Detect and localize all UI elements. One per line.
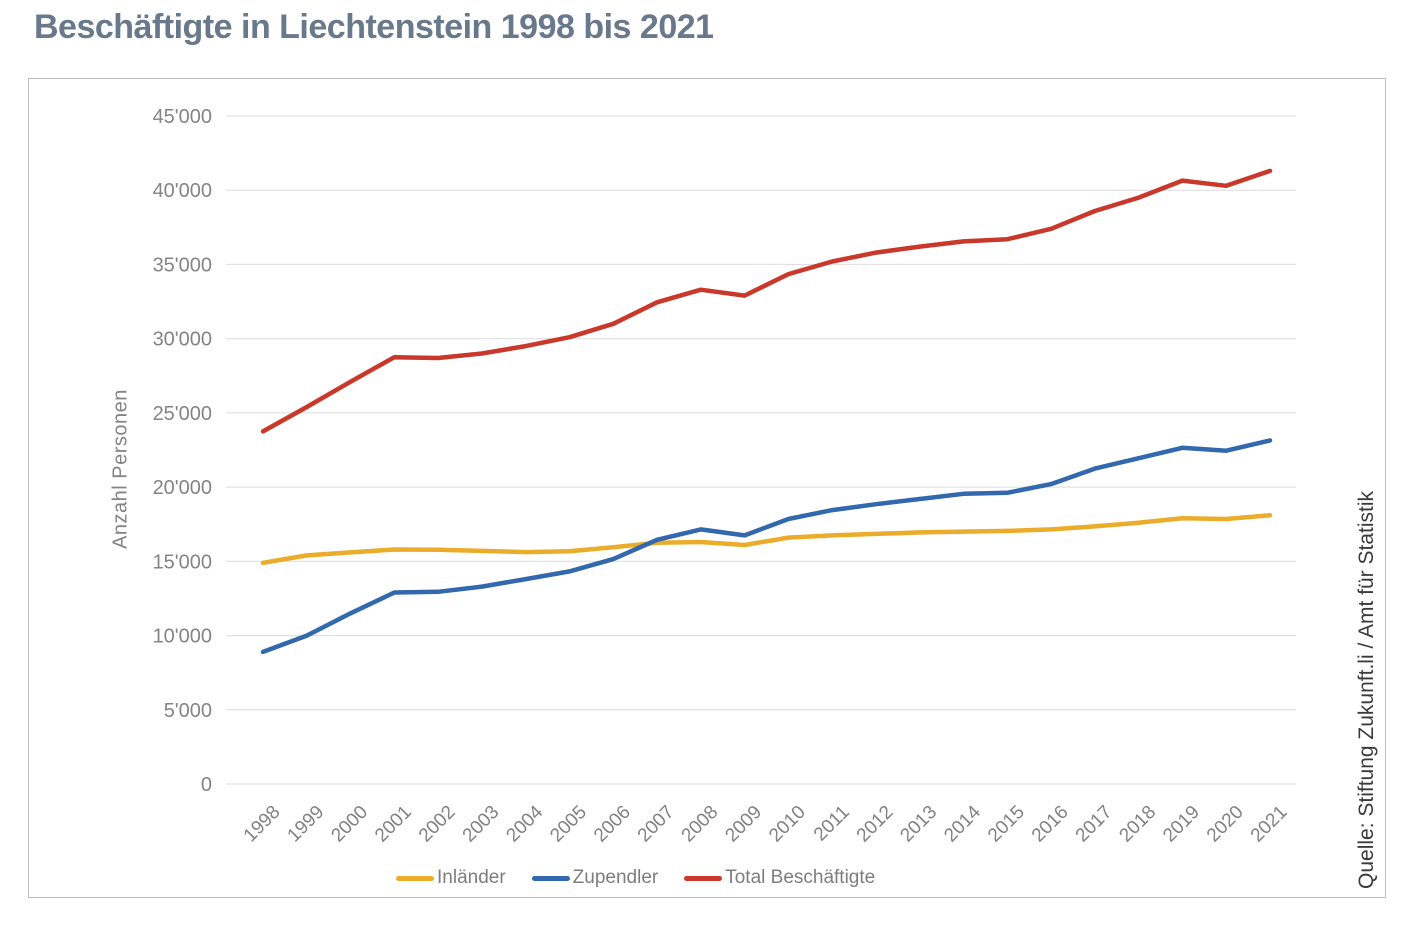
x-tick-label: 2003 [459, 802, 504, 847]
x-tick-label: 2004 [502, 801, 547, 846]
line-chart: 0 5'000 10'000 15'000 20'000 25'000 30'000 35'0… [153, 106, 1296, 846]
legend-swatch-inlaender [396, 875, 434, 881]
y-tick-label: 0 [201, 774, 212, 796]
legend-label-total: Total Beschäftigte [725, 867, 876, 888]
x-tick-label: 2013 [896, 802, 941, 847]
x-tick-label: 2012 [853, 802, 898, 847]
page-title: Beschäftigte in Liechtenstein 1998 bis 2… [34, 8, 714, 46]
y-axis-title: Anzahl Personen [109, 389, 132, 549]
x-tick-label: 2002 [415, 802, 460, 847]
x-tick-label: 2006 [590, 802, 635, 847]
y-tick-label: 40'000 [153, 180, 212, 202]
x-tick-label: 2019 [1159, 802, 1204, 847]
y-tick-label: 25'000 [153, 403, 212, 425]
source-note-text: Quelle: Stiftung Zukunft.li / Amt für St… [1355, 491, 1378, 889]
y-tick-labels: 0 5'000 10'000 15'000 20'000 25'000 30'000 35'0… [153, 106, 212, 796]
y-tick-label: 5'000 [164, 700, 212, 722]
x-tick-label: 2009 [721, 802, 766, 847]
x-tick-label: 2001 [371, 802, 416, 847]
y-tick-label: 10'000 [153, 626, 212, 648]
series-line-zupendler [260, 438, 1273, 655]
legend-item-total: Total Beschäftigte [684, 867, 875, 889]
x-tick-label: 2007 [634, 802, 679, 847]
x-tick-label: 1998 [240, 802, 285, 847]
y-tick-label: 15'000 [153, 551, 212, 573]
x-tick-label: 2005 [546, 802, 591, 847]
x-tick-label: 2000 [327, 802, 372, 847]
source-note: Quelle: Stiftung Zukunft.li / Amt für St… [1355, 491, 1379, 889]
x-tick-label: 1999 [284, 802, 329, 847]
series-line-total-besch-ftigte [260, 168, 1273, 434]
y-tick-label: 35'000 [153, 254, 212, 276]
legend-swatch-zupendler [531, 875, 570, 881]
y-tick-label: 20'000 [153, 477, 212, 499]
x-tick-label: 2015 [984, 802, 1029, 847]
x-tick-label: 2010 [765, 802, 810, 847]
x-tick-label: 2021 [1247, 802, 1292, 847]
x-tick-label: 2017 [1072, 802, 1117, 847]
legend-label-inlaender: Inländer [437, 867, 506, 888]
x-tick-label: 2020 [1203, 802, 1248, 847]
legend-label-zupendler: Zupendler [572, 867, 659, 888]
y-gridlines [226, 115, 1296, 785]
y-tick-label: 45'000 [153, 106, 212, 128]
chart-panel: 0 5'000 10'000 15'000 20'000 25'000 30'000 35'0… [28, 78, 1386, 898]
x-tick-label: 2016 [1028, 802, 1073, 847]
series-line-inl-nder [260, 513, 1273, 566]
legend-item-inlaender: Inländer [396, 867, 506, 889]
x-tick-label: 2014 [940, 801, 985, 846]
chart-legend: Inländer Zupendler Total Beschäftigte [396, 867, 875, 889]
y-tick-label: 30'000 [153, 329, 212, 351]
legend-swatch-total [684, 875, 723, 881]
x-tick-label: 2008 [678, 802, 723, 847]
x-tick-label: 2018 [1115, 802, 1160, 847]
x-tick-label: 2011 [810, 802, 854, 846]
legend-item-zupendler: Zupendler [531, 867, 659, 889]
